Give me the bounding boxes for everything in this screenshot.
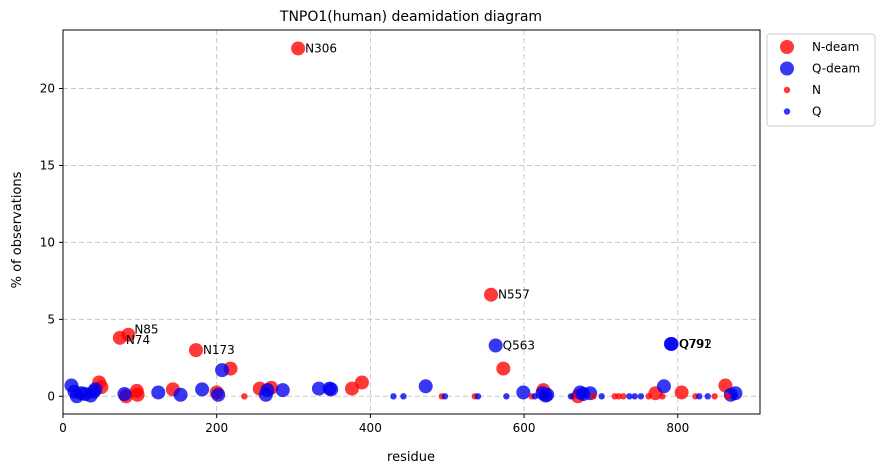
y-tick-label: 5 xyxy=(47,312,55,326)
site-point-q xyxy=(637,393,645,400)
site-point-n xyxy=(590,393,597,400)
deam-point-n xyxy=(188,343,203,358)
deam-point-q xyxy=(173,387,188,402)
site-point-q xyxy=(598,393,605,400)
x-axis-ticks: 0 200 400 600 800 xyxy=(59,414,689,435)
legend-label: N-deam xyxy=(812,40,859,54)
deam-point-q xyxy=(656,379,671,394)
deam-point-q xyxy=(88,382,103,397)
site-point-n xyxy=(620,393,627,400)
site-point-n xyxy=(645,393,652,400)
y-tick-label: 20 xyxy=(40,81,55,95)
x-tick-label: 600 xyxy=(513,421,536,435)
legend-box xyxy=(766,33,876,127)
x-tick-label: 200 xyxy=(205,421,228,435)
annotation-q563: Q563 xyxy=(503,339,535,353)
annotation-n557: N557 xyxy=(498,288,530,302)
legend-label: Q-deam xyxy=(812,62,860,76)
site-point-q xyxy=(626,393,633,400)
deam-point-q xyxy=(117,386,132,401)
y-tick-label: 10 xyxy=(40,235,55,249)
site-point-q xyxy=(631,393,638,400)
annotation-q792: Q792 xyxy=(680,337,712,351)
deam-point-n xyxy=(674,385,689,400)
deam-point-q xyxy=(275,383,290,398)
annotation-n173: N173 xyxy=(203,343,235,357)
plot-frame xyxy=(62,29,761,415)
legend-label: N xyxy=(812,83,821,97)
site-point-q xyxy=(730,393,738,400)
site-point-q xyxy=(390,393,397,400)
legend: N-deam Q-deam NQ xyxy=(766,33,876,127)
grid xyxy=(62,30,760,414)
site-point-n xyxy=(615,393,622,400)
site-point-q xyxy=(531,393,539,400)
deam-point-q xyxy=(195,382,210,397)
deam-point-q xyxy=(663,336,678,351)
deam-point-q xyxy=(215,363,230,378)
deam-point-q xyxy=(151,385,166,400)
legend-label: Q xyxy=(812,105,821,119)
annotation-n74: N74 xyxy=(126,333,150,347)
chart-title: TNPO1(human) deamidation diagram xyxy=(279,9,542,25)
deam-point-q xyxy=(211,387,226,402)
deam-point-q xyxy=(540,387,555,402)
x-tick-label: 400 xyxy=(359,421,382,435)
y-tick-label: 0 xyxy=(47,389,55,403)
site-point-n xyxy=(724,393,731,400)
site-point-q xyxy=(474,393,482,400)
site-point-q xyxy=(400,393,407,400)
legend-marker xyxy=(783,108,791,115)
deam-point-q xyxy=(418,379,433,394)
legend-marker xyxy=(780,61,794,76)
deam-point-n xyxy=(344,381,359,396)
site-point-q xyxy=(704,393,711,400)
deam-point-n xyxy=(354,375,369,390)
legend-marker xyxy=(783,86,791,94)
site-point-q xyxy=(696,393,703,400)
deam-point-n xyxy=(484,287,499,302)
y-axis-ticks: 0 5 10 15 20 xyxy=(40,81,63,403)
deam-point-q xyxy=(311,381,326,396)
deam-point-q xyxy=(324,382,339,397)
deam-point-n xyxy=(130,387,145,402)
site-point-q xyxy=(503,393,510,400)
x-tick-label: 800 xyxy=(666,421,689,435)
legend-marker xyxy=(780,40,794,54)
site-point-n xyxy=(711,393,718,400)
site-point-n xyxy=(659,393,666,400)
annotation-q791: Q791 xyxy=(679,337,711,351)
x-axis-label: residue xyxy=(387,450,435,465)
y-axis-label: % of observations xyxy=(10,171,25,288)
deam-point-q xyxy=(488,338,503,353)
y-tick-label: 15 xyxy=(40,158,55,172)
site-point-n xyxy=(241,393,248,400)
deam-point-n xyxy=(496,361,511,376)
x-tick-label: 0 xyxy=(59,421,67,435)
deam-point-n xyxy=(291,41,306,56)
annotation-n85: N85 xyxy=(134,323,158,337)
deam-point-q xyxy=(516,385,531,400)
site-point-q xyxy=(567,393,575,400)
scatter-points xyxy=(64,41,743,404)
annotation-n306: N306 xyxy=(305,41,337,55)
deam-point-n xyxy=(112,330,127,345)
deam-point-q xyxy=(260,383,275,398)
site-point-q xyxy=(441,393,449,400)
